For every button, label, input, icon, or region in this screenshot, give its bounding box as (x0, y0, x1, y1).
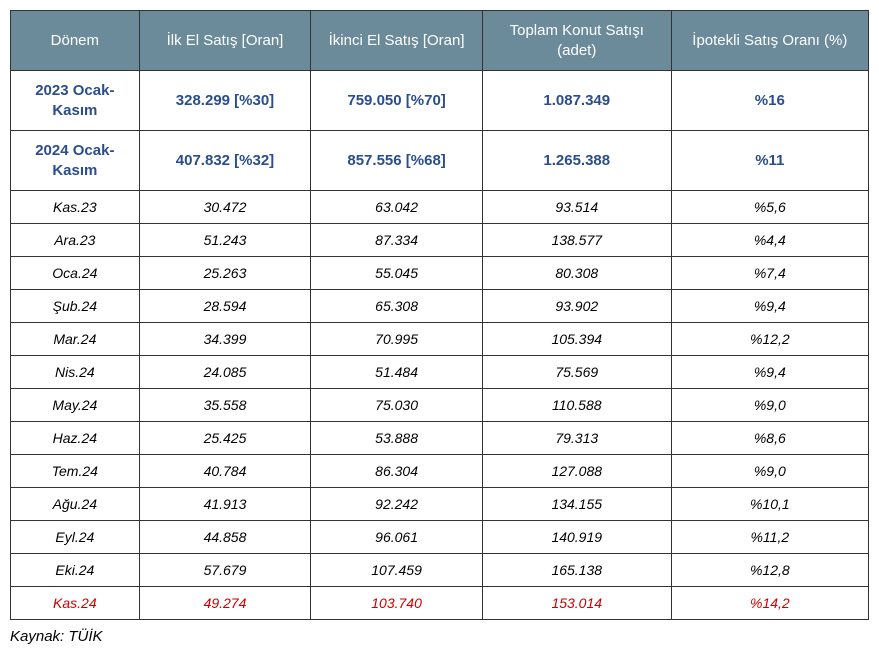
cell-total: 127.088 (482, 455, 671, 488)
cell-period: May.24 (11, 389, 140, 422)
cell-total: 105.394 (482, 323, 671, 356)
cell-second-hand: 759.050 [%70] (311, 71, 483, 131)
monthly-row: May.24 35.558 75.030 110.588 %9,0 (11, 389, 869, 422)
cell-total: 93.902 (482, 290, 671, 323)
cell-period: Eki.24 (11, 554, 140, 587)
cell-mortgage-rate: %11,2 (671, 521, 868, 554)
cell-total: 93.514 (482, 191, 671, 224)
cell-period: Ara.23 (11, 224, 140, 257)
cell-second-hand: 87.334 (311, 224, 483, 257)
cell-first-hand: 34.399 (139, 323, 311, 356)
cell-mortgage-rate: %12,8 (671, 554, 868, 587)
cell-mortgage-rate: %7,4 (671, 257, 868, 290)
cell-second-hand: 92.242 (311, 488, 483, 521)
cell-period: Kas.24 (11, 587, 140, 620)
monthly-row: Eki.24 57.679 107.459 165.138 %12,8 (11, 554, 869, 587)
cell-total: 140.919 (482, 521, 671, 554)
cell-total: 79.313 (482, 422, 671, 455)
header-first-hand: İlk El Satış [Oran] (139, 11, 311, 71)
cell-first-hand: 49.274 (139, 587, 311, 620)
cell-mortgage-rate: %8,6 (671, 422, 868, 455)
cell-total: 80.308 (482, 257, 671, 290)
cell-first-hand: 30.472 (139, 191, 311, 224)
monthly-row: Haz.24 25.425 53.888 79.313 %8,6 (11, 422, 869, 455)
cell-total: 165.138 (482, 554, 671, 587)
cell-mortgage-rate: %14,2 (671, 587, 868, 620)
cell-total: 134.155 (482, 488, 671, 521)
cell-period: 2023 Ocak-Kasım (11, 71, 140, 131)
monthly-row: Ara.23 51.243 87.334 138.577 %4,4 (11, 224, 869, 257)
summary-row: 2024 Ocak-Kasım 407.832 [%32] 857.556 [%… (11, 131, 869, 191)
monthly-row: Kas.23 30.472 63.042 93.514 %5,6 (11, 191, 869, 224)
cell-period: Nis.24 (11, 356, 140, 389)
cell-mortgage-rate: %9,4 (671, 290, 868, 323)
housing-sales-table: Dönem İlk El Satış [Oran] İkinci El Satı… (10, 10, 869, 620)
table-body: 2023 Ocak-Kasım 328.299 [%30] 759.050 [%… (11, 71, 869, 620)
cell-second-hand: 63.042 (311, 191, 483, 224)
cell-first-hand: 35.558 (139, 389, 311, 422)
cell-total: 138.577 (482, 224, 671, 257)
cell-first-hand: 24.085 (139, 356, 311, 389)
cell-total: 110.588 (482, 389, 671, 422)
cell-first-hand: 51.243 (139, 224, 311, 257)
cell-mortgage-rate: %9,4 (671, 356, 868, 389)
cell-first-hand: 28.594 (139, 290, 311, 323)
cell-mortgage-rate: %12,2 (671, 323, 868, 356)
header-total: Toplam Konut Satışı (adet) (482, 11, 671, 71)
cell-first-hand: 328.299 [%30] (139, 71, 311, 131)
cell-first-hand: 407.832 [%32] (139, 131, 311, 191)
cell-period: Şub.24 (11, 290, 140, 323)
summary-row: 2023 Ocak-Kasım 328.299 [%30] 759.050 [%… (11, 71, 869, 131)
cell-mortgage-rate: %5,6 (671, 191, 868, 224)
cell-second-hand: 51.484 (311, 356, 483, 389)
cell-total: 75.569 (482, 356, 671, 389)
source-label: Kaynak: TÜİK (10, 628, 869, 645)
cell-second-hand: 96.061 (311, 521, 483, 554)
cell-first-hand: 25.425 (139, 422, 311, 455)
cell-second-hand: 107.459 (311, 554, 483, 587)
cell-first-hand: 41.913 (139, 488, 311, 521)
monthly-row: Şub.24 28.594 65.308 93.902 %9,4 (11, 290, 869, 323)
cell-period: Haz.24 (11, 422, 140, 455)
monthly-row: Mar.24 34.399 70.995 105.394 %12,2 (11, 323, 869, 356)
cell-period: Kas.23 (11, 191, 140, 224)
header-mortgage-rate: İpotekli Satış Oranı (%) (671, 11, 868, 71)
cell-period: Ağu.24 (11, 488, 140, 521)
cell-period: Tem.24 (11, 455, 140, 488)
monthly-row: Nis.24 24.085 51.484 75.569 %9,4 (11, 356, 869, 389)
cell-second-hand: 53.888 (311, 422, 483, 455)
cell-second-hand: 86.304 (311, 455, 483, 488)
cell-mortgage-rate: %9,0 (671, 389, 868, 422)
cell-period: 2024 Ocak-Kasım (11, 131, 140, 191)
cell-period: Eyl.24 (11, 521, 140, 554)
cell-mortgage-rate: %9,0 (671, 455, 868, 488)
cell-first-hand: 40.784 (139, 455, 311, 488)
cell-mortgage-rate: %10,1 (671, 488, 868, 521)
monthly-row: Tem.24 40.784 86.304 127.088 %9,0 (11, 455, 869, 488)
cell-total: 1.087.349 (482, 71, 671, 131)
cell-period: Mar.24 (11, 323, 140, 356)
cell-mortgage-rate: %4,4 (671, 224, 868, 257)
cell-first-hand: 44.858 (139, 521, 311, 554)
cell-second-hand: 75.030 (311, 389, 483, 422)
cell-first-hand: 25.263 (139, 257, 311, 290)
cell-first-hand: 57.679 (139, 554, 311, 587)
cell-total: 1.265.388 (482, 131, 671, 191)
cell-total: 153.014 (482, 587, 671, 620)
header-row: Dönem İlk El Satış [Oran] İkinci El Satı… (11, 11, 869, 71)
cell-mortgage-rate: %16 (671, 71, 868, 131)
header-second-hand: İkinci El Satış [Oran] (311, 11, 483, 71)
monthly-row: Oca.24 25.263 55.045 80.308 %7,4 (11, 257, 869, 290)
cell-second-hand: 103.740 (311, 587, 483, 620)
header-period: Dönem (11, 11, 140, 71)
cell-second-hand: 55.045 (311, 257, 483, 290)
monthly-row: Ağu.24 41.913 92.242 134.155 %10,1 (11, 488, 869, 521)
cell-second-hand: 65.308 (311, 290, 483, 323)
cell-second-hand: 70.995 (311, 323, 483, 356)
cell-mortgage-rate: %11 (671, 131, 868, 191)
highlight-row: Kas.24 49.274 103.740 153.014 %14,2 (11, 587, 869, 620)
cell-second-hand: 857.556 [%68] (311, 131, 483, 191)
monthly-row: Eyl.24 44.858 96.061 140.919 %11,2 (11, 521, 869, 554)
cell-period: Oca.24 (11, 257, 140, 290)
